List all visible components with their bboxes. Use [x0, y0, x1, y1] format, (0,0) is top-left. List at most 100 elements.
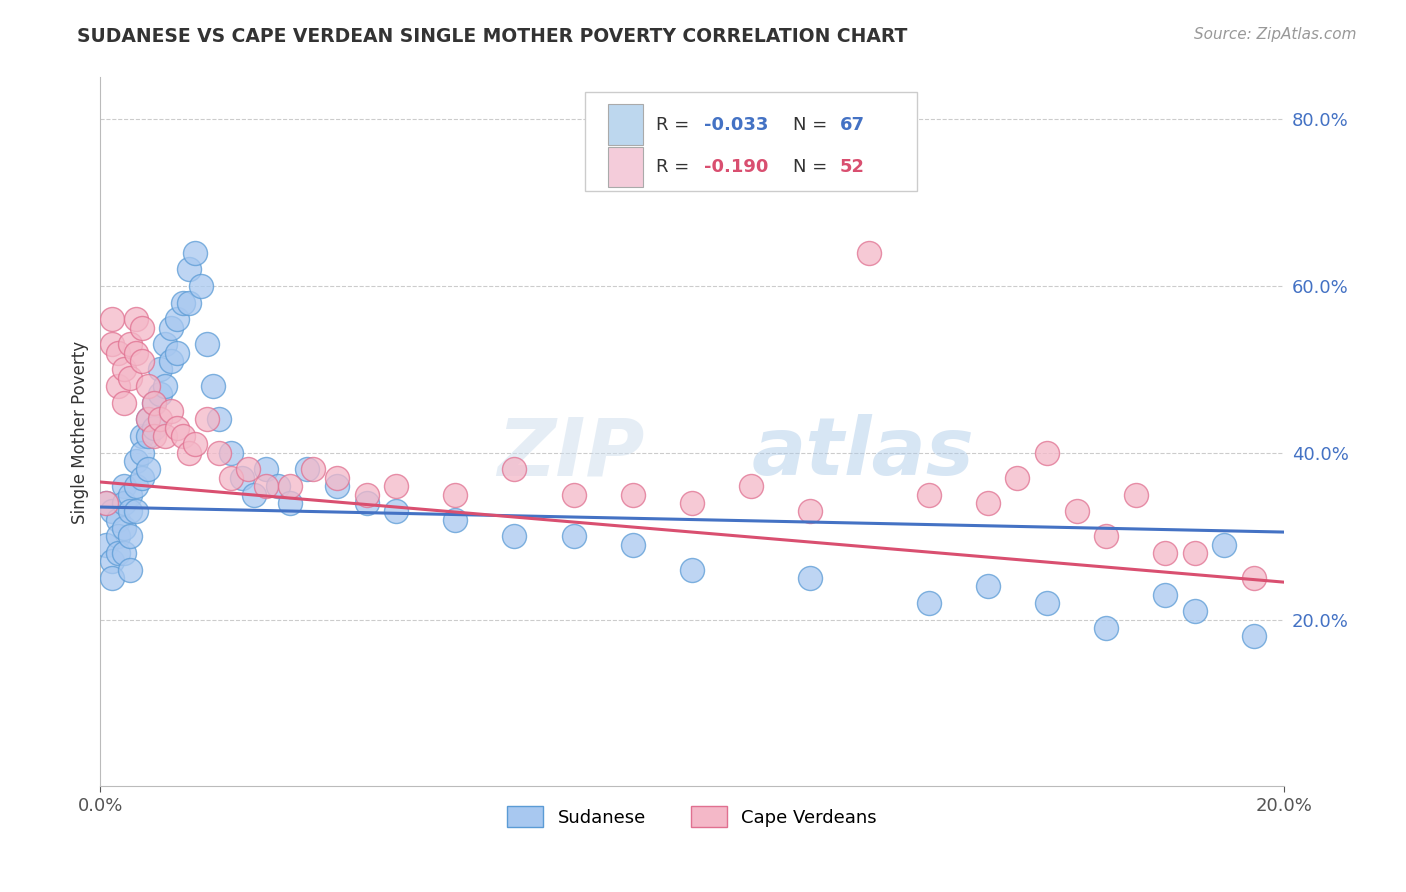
Point — [142, 396, 165, 410]
Point — [243, 487, 266, 501]
Point — [444, 487, 467, 501]
Text: 67: 67 — [839, 116, 865, 134]
Point — [621, 538, 644, 552]
Text: 52: 52 — [839, 158, 865, 176]
Text: SUDANESE VS CAPE VERDEAN SINGLE MOTHER POVERTY CORRELATION CHART: SUDANESE VS CAPE VERDEAN SINGLE MOTHER P… — [77, 27, 908, 45]
Point — [1243, 629, 1265, 643]
Point — [1007, 471, 1029, 485]
Text: ZIP: ZIP — [498, 414, 644, 492]
Point — [155, 379, 177, 393]
Point — [125, 504, 148, 518]
Legend: Sudanese, Cape Verdeans: Sudanese, Cape Verdeans — [499, 799, 884, 834]
Point — [917, 487, 939, 501]
Point — [112, 362, 135, 376]
Point — [101, 312, 124, 326]
Point — [136, 429, 159, 443]
Point — [681, 496, 703, 510]
Point — [166, 421, 188, 435]
Point — [977, 579, 1000, 593]
Point — [96, 496, 118, 510]
Point — [107, 546, 129, 560]
Y-axis label: Single Mother Poverty: Single Mother Poverty — [72, 341, 89, 524]
Point — [621, 487, 644, 501]
Point — [101, 504, 124, 518]
Point — [254, 479, 277, 493]
Point — [136, 412, 159, 426]
Point — [101, 337, 124, 351]
Point — [1095, 529, 1118, 543]
Point — [297, 462, 319, 476]
Text: Source: ZipAtlas.com: Source: ZipAtlas.com — [1194, 27, 1357, 42]
Point — [155, 429, 177, 443]
Point — [444, 512, 467, 526]
Point — [155, 337, 177, 351]
Text: N =: N = — [793, 158, 832, 176]
Point — [278, 496, 301, 510]
Text: N =: N = — [793, 116, 832, 134]
Point — [112, 396, 135, 410]
Point — [177, 262, 200, 277]
FancyBboxPatch shape — [607, 104, 644, 145]
Point — [219, 471, 242, 485]
Point — [101, 571, 124, 585]
Point — [148, 412, 170, 426]
Text: atlas: atlas — [751, 414, 974, 492]
Text: R =: R = — [657, 158, 696, 176]
Point — [112, 496, 135, 510]
Point — [172, 295, 194, 310]
Point — [172, 429, 194, 443]
Point — [125, 345, 148, 359]
Point — [131, 471, 153, 485]
Point — [254, 462, 277, 476]
FancyBboxPatch shape — [607, 147, 644, 187]
Point — [858, 245, 880, 260]
Point — [977, 496, 1000, 510]
Point — [385, 504, 408, 518]
Point — [208, 446, 231, 460]
Point — [166, 345, 188, 359]
Point — [136, 379, 159, 393]
Point — [267, 479, 290, 493]
Text: -0.190: -0.190 — [704, 158, 768, 176]
Point — [326, 471, 349, 485]
Point — [131, 320, 153, 334]
Point — [201, 379, 224, 393]
Point — [160, 354, 183, 368]
Point — [184, 437, 207, 451]
Point — [166, 312, 188, 326]
Point — [1243, 571, 1265, 585]
Point — [107, 512, 129, 526]
Point — [190, 279, 212, 293]
Point — [1213, 538, 1236, 552]
Point — [118, 504, 141, 518]
Point — [131, 446, 153, 460]
Point — [96, 538, 118, 552]
Point — [503, 529, 526, 543]
Point — [1184, 604, 1206, 618]
Point — [125, 479, 148, 493]
Point — [118, 370, 141, 384]
Point — [1154, 546, 1177, 560]
Point — [356, 487, 378, 501]
Point — [118, 563, 141, 577]
Point — [131, 354, 153, 368]
Point — [326, 479, 349, 493]
Point — [356, 496, 378, 510]
Point — [208, 412, 231, 426]
Point — [799, 571, 821, 585]
Point — [148, 387, 170, 401]
Point — [118, 529, 141, 543]
Point — [562, 529, 585, 543]
Point — [681, 563, 703, 577]
Point — [302, 462, 325, 476]
Point — [125, 312, 148, 326]
Point — [195, 412, 218, 426]
Point — [125, 454, 148, 468]
FancyBboxPatch shape — [585, 92, 917, 191]
Point — [112, 479, 135, 493]
Point — [142, 429, 165, 443]
Point — [1154, 588, 1177, 602]
Point — [238, 462, 260, 476]
Point — [118, 337, 141, 351]
Point — [160, 404, 183, 418]
